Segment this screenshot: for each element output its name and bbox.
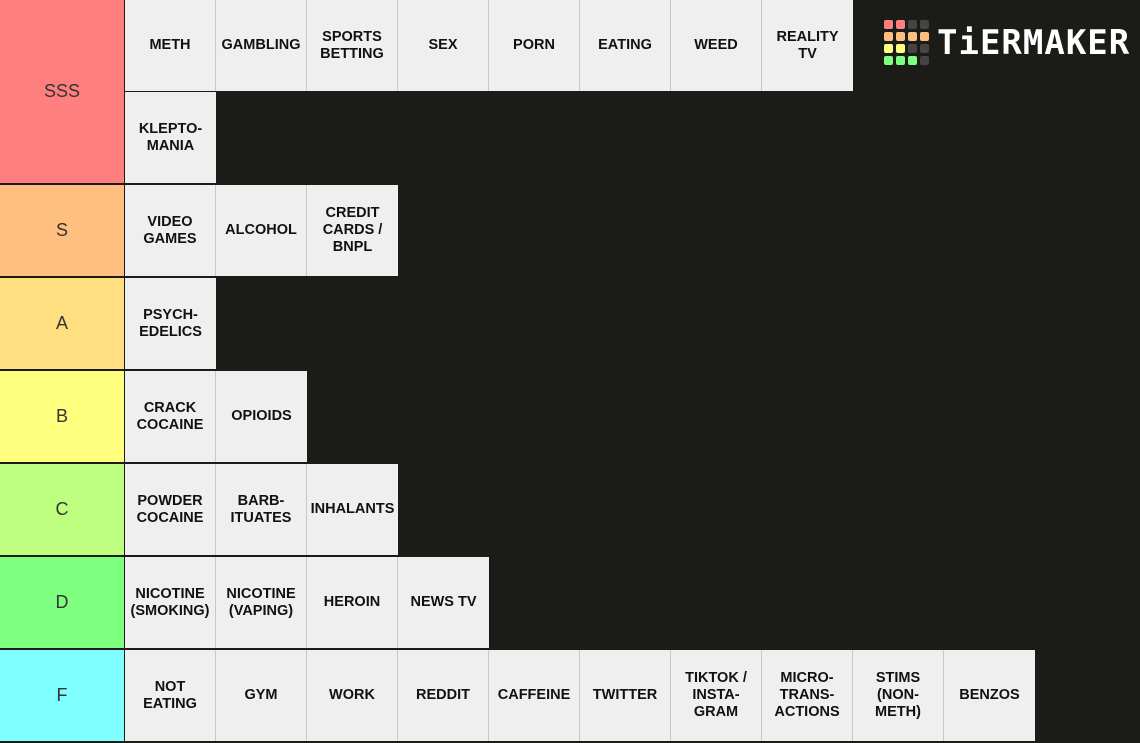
tier-item[interactable]: NICOTINE (SMOKING) (125, 557, 216, 648)
tier-item[interactable]: NEWS TV (398, 557, 489, 648)
tier-item[interactable]: REALITY TV (762, 0, 853, 91)
tiermaker-logo: TiERMAKER (884, 20, 1130, 65)
tier-items: CRACK COCAINE OPIOIDS (125, 371, 1140, 462)
tier-items: POWDER COCAINE BARB- ITUATES INHALANTS (125, 464, 1140, 555)
logo-cell (884, 32, 893, 41)
tier-item[interactable]: WEED (671, 0, 762, 91)
tier-item[interactable]: PORN (489, 0, 580, 91)
tier-item[interactable]: VIDEO GAMES (125, 185, 216, 276)
tier-row-f: F NOT EATING GYM WORK REDDIT CAFFEINE TWITTER T… (0, 650, 1140, 743)
tier-label[interactable]: SSS (0, 0, 125, 183)
tier-label[interactable]: B (0, 371, 125, 462)
tier-item[interactable]: CRACK COCAINE (125, 371, 216, 462)
tier-item[interactable]: BENZOS (944, 650, 1035, 741)
tier-item[interactable]: TIKTOK / INSTA- GRAM (671, 650, 762, 741)
logo-cell (920, 20, 929, 29)
tier-item[interactable]: PSYCH- EDELICS (125, 278, 216, 369)
tier-label[interactable]: C (0, 464, 125, 555)
tier-row-sss: SSS METH GAMBLING SPORTS BETTING SEX PORN EATI… (0, 0, 1140, 185)
tier-item[interactable]: MICRO- TRANS- ACTIONS (762, 650, 853, 741)
tier-items: PSYCH- EDELICS (125, 278, 1140, 369)
logo-cell (908, 20, 917, 29)
tier-label[interactable]: S (0, 185, 125, 276)
logo-cell (908, 56, 917, 65)
tier-item[interactable]: METH (125, 0, 216, 91)
tier-item[interactable]: SEX (398, 0, 489, 91)
tier-item[interactable]: CREDIT CARDS / BNPL (307, 185, 398, 276)
logo-text: TiERMAKER (937, 22, 1131, 63)
tier-label[interactable]: F (0, 650, 125, 741)
tier-item[interactable]: SPORTS BETTING (307, 0, 398, 91)
logo-cell (896, 44, 905, 53)
logo-cell (908, 44, 917, 53)
tier-item[interactable]: STIMS (NON- METH) (853, 650, 944, 741)
tier-item[interactable]: KLEPTO- MANIA (125, 92, 216, 183)
tier-label[interactable]: D (0, 557, 125, 648)
logo-cell (884, 56, 893, 65)
logo-cell (920, 44, 929, 53)
tier-item[interactable]: WORK (307, 650, 398, 741)
logo-grid-icon (884, 20, 929, 65)
logo-cell (920, 32, 929, 41)
tier-item[interactable]: EATING (580, 0, 671, 91)
tier-item[interactable]: NICOTINE (VAPING) (216, 557, 307, 648)
logo-cell (896, 56, 905, 65)
logo-cell (908, 32, 917, 41)
tier-items: VIDEO GAMES ALCOHOL CREDIT CARDS / BNPL (125, 185, 1140, 276)
tier-item[interactable]: CAFFEINE (489, 650, 580, 741)
tier-items: NICOTINE (SMOKING) NICOTINE (VAPING) HEROI… (125, 557, 1140, 648)
tier-label[interactable]: A (0, 278, 125, 369)
tier-item[interactable]: POWDER COCAINE (125, 464, 216, 555)
tier-item[interactable]: BARB- ITUATES (216, 464, 307, 555)
logo-cell (896, 20, 905, 29)
tier-row-a: A PSYCH- EDELICS (0, 278, 1140, 371)
tier-item[interactable]: REDDIT (398, 650, 489, 741)
tier-item[interactable]: INHALANTS (307, 464, 398, 555)
logo-cell (896, 32, 905, 41)
tier-row-c: C POWDER COCAINE BARB- ITUATES INHALANTS (0, 464, 1140, 557)
tier-item[interactable]: GAMBLING (216, 0, 307, 91)
logo-cell (884, 20, 893, 29)
tier-row-d: D NICOTINE (SMOKING) NICOTINE (VAPING) HERO… (0, 557, 1140, 650)
tier-item[interactable]: ALCOHOL (216, 185, 307, 276)
logo-cell (884, 44, 893, 53)
tier-item[interactable]: OPIOIDS (216, 371, 307, 462)
tier-item[interactable]: NOT EATING (125, 650, 216, 741)
tier-items: NOT EATING GYM WORK REDDIT CAFFEINE TWITTER TI… (125, 650, 1140, 741)
tier-items: METH GAMBLING SPORTS BETTING SEX PORN EATING W… (125, 0, 1140, 183)
tier-row-s: S VIDEO GAMES ALCOHOL CREDIT CARDS / BNPL (0, 185, 1140, 278)
tier-row-b: B CRACK COCAINE OPIOIDS (0, 371, 1140, 464)
logo-cell (920, 56, 929, 65)
tier-item[interactable]: GYM (216, 650, 307, 741)
tier-item[interactable]: HEROIN (307, 557, 398, 648)
tier-item[interactable]: TWITTER (580, 650, 671, 741)
